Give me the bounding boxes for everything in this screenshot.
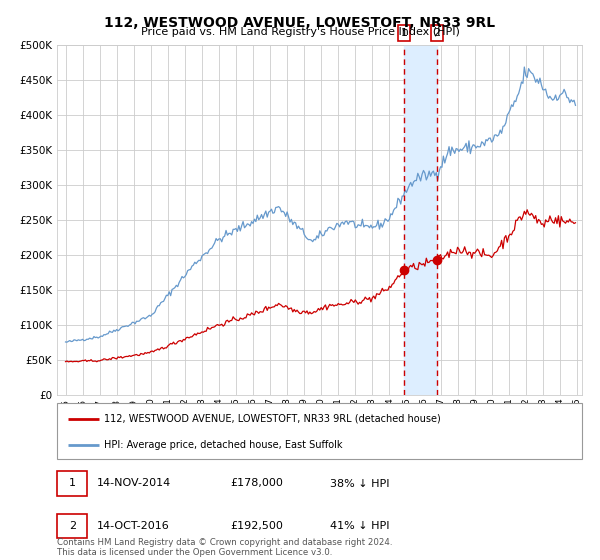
Text: £178,000: £178,000 xyxy=(230,478,283,488)
Text: HPI: Average price, detached house, East Suffolk: HPI: Average price, detached house, East… xyxy=(104,440,343,450)
Text: 2: 2 xyxy=(433,28,440,38)
Text: 41% ↓ HPI: 41% ↓ HPI xyxy=(330,521,389,531)
Text: 1: 1 xyxy=(69,478,76,488)
Text: 38% ↓ HPI: 38% ↓ HPI xyxy=(330,478,389,488)
FancyBboxPatch shape xyxy=(57,403,582,459)
Text: 2: 2 xyxy=(68,521,76,531)
Text: 14-OCT-2016: 14-OCT-2016 xyxy=(97,521,169,531)
Text: 1: 1 xyxy=(401,28,408,38)
Bar xyxy=(404,45,437,395)
Text: 112, WESTWOOD AVENUE, LOWESTOFT, NR33 9RL (detached house): 112, WESTWOOD AVENUE, LOWESTOFT, NR33 9R… xyxy=(104,414,441,424)
Text: £192,500: £192,500 xyxy=(230,521,283,531)
Text: Price paid vs. HM Land Registry's House Price Index (HPI): Price paid vs. HM Land Registry's House … xyxy=(140,27,460,37)
Text: Contains HM Land Registry data © Crown copyright and database right 2024.
This d: Contains HM Land Registry data © Crown c… xyxy=(57,538,392,557)
Text: 112, WESTWOOD AVENUE, LOWESTOFT, NR33 9RL: 112, WESTWOOD AVENUE, LOWESTOFT, NR33 9R… xyxy=(104,16,496,30)
FancyBboxPatch shape xyxy=(57,514,88,538)
FancyBboxPatch shape xyxy=(57,472,88,496)
Text: 14-NOV-2014: 14-NOV-2014 xyxy=(97,478,170,488)
